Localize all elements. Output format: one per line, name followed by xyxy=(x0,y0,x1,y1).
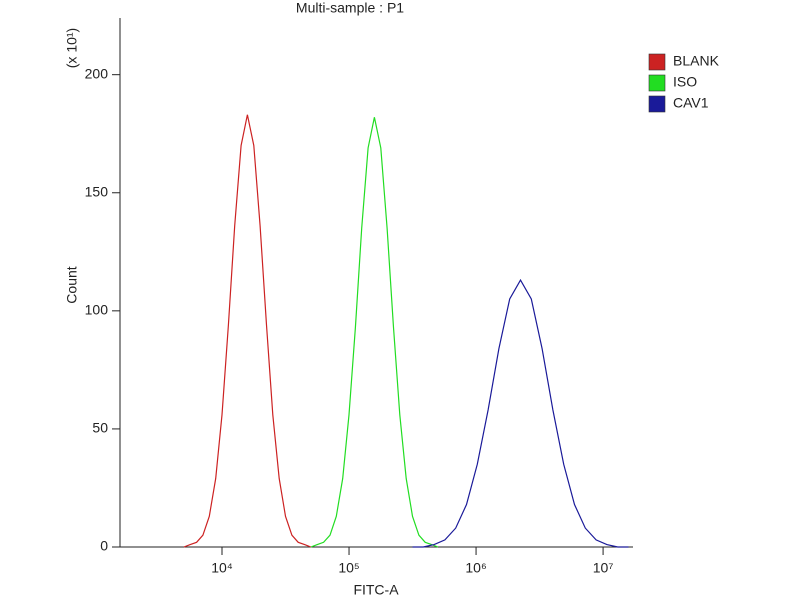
legend-swatch xyxy=(648,74,666,92)
histogram-line xyxy=(310,117,439,548)
y-tick-label: 200 xyxy=(85,65,109,81)
y-tick-label: 50 xyxy=(92,420,108,436)
legend-label: BLANK xyxy=(673,53,720,69)
legend-swatch xyxy=(648,95,666,113)
histogram-line xyxy=(412,278,629,548)
x-tick-label: 10⁷ xyxy=(593,560,614,576)
y-unit-label: (x 10¹) xyxy=(64,28,80,68)
x-tick-label: 10⁶ xyxy=(465,560,486,576)
legend-swatch xyxy=(648,53,666,71)
x-tick-label: 10⁴ xyxy=(211,560,233,576)
y-tick-label: 0 xyxy=(100,538,108,554)
y-tick-label: 100 xyxy=(85,302,109,318)
histogram-line xyxy=(183,114,312,548)
y-axis-label: Count xyxy=(64,266,80,303)
legend-label: ISO xyxy=(673,74,697,90)
y-tick-label: 150 xyxy=(85,183,109,199)
legend-label: CAV1 xyxy=(673,95,709,111)
x-axis-label: FITC-A xyxy=(353,582,399,598)
x-tick-label: 10⁵ xyxy=(338,560,359,576)
chart-title: Multi-sample : P1 xyxy=(296,0,404,16)
